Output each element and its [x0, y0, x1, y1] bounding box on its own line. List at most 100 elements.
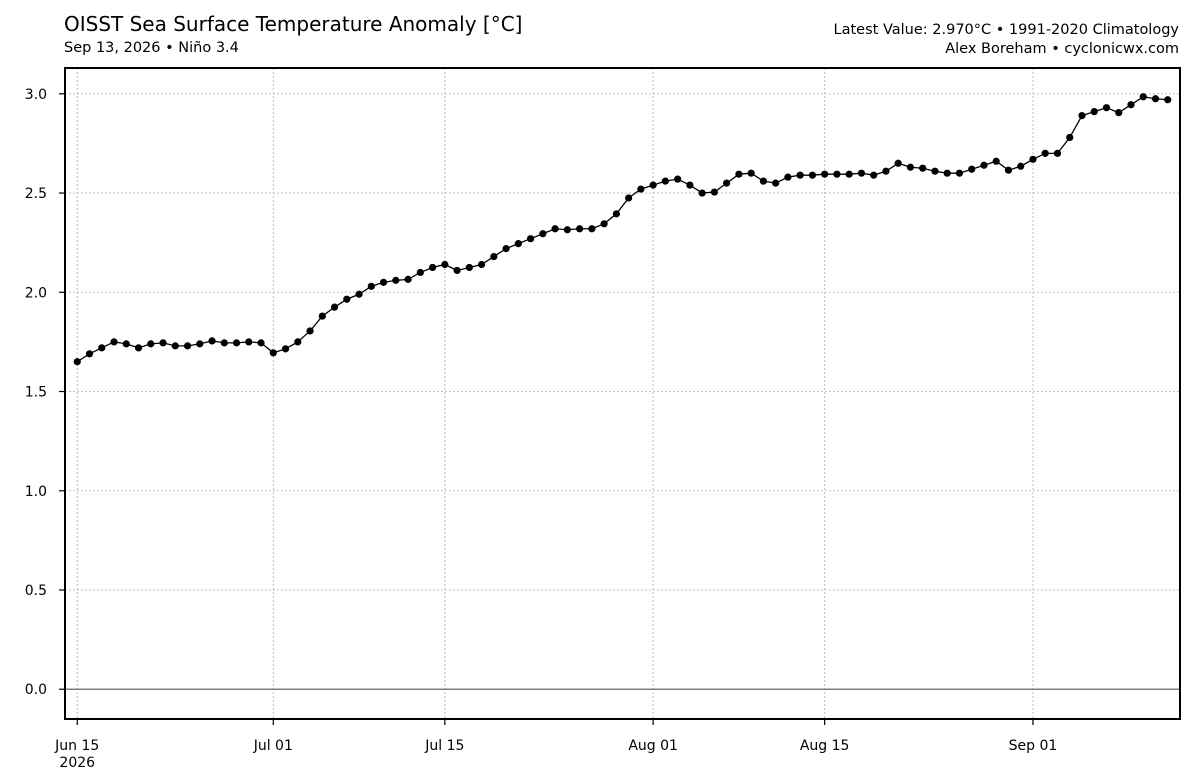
data-point [563, 226, 571, 234]
data-point [968, 165, 976, 173]
data-point [1066, 133, 1074, 142]
data-point [796, 171, 804, 179]
data-point [551, 225, 559, 233]
data-point [404, 275, 412, 283]
y-tick-label: 1.0 [25, 484, 47, 500]
data-point [612, 210, 620, 218]
data-point [1053, 149, 1062, 157]
data-point [416, 268, 424, 277]
data-point [502, 245, 510, 253]
data-point [1139, 93, 1147, 101]
data-point [735, 170, 743, 178]
data-point [527, 235, 535, 243]
data-point [625, 194, 633, 202]
data-point [281, 345, 290, 353]
data-point [845, 170, 853, 178]
data-point [269, 349, 277, 357]
data-point [1090, 108, 1098, 116]
data-point [980, 161, 988, 169]
chart-title: OISST Sea Surface Temperature Anomaly [°… [64, 12, 523, 36]
data-point [122, 340, 130, 348]
x-tick-label: Aug 01 [628, 738, 678, 754]
data-point [747, 169, 755, 177]
data-point [355, 290, 363, 298]
data-point [894, 159, 902, 167]
data-point [698, 189, 706, 197]
y-tick-label: 1.5 [25, 385, 47, 401]
plot-frame [64, 67, 1181, 720]
data-point [1004, 166, 1013, 174]
data-point [318, 312, 326, 320]
y-tick-label: 0.0 [25, 682, 47, 698]
grid-lines [65, 68, 1180, 719]
y-tick-label: 3.0 [25, 87, 47, 103]
data-point [477, 260, 486, 269]
data-point [723, 179, 731, 187]
data-point [159, 339, 167, 347]
data-point [1017, 162, 1025, 170]
data-point [992, 157, 1000, 165]
data-point [367, 282, 375, 290]
data-point [514, 240, 522, 248]
data-point [576, 225, 584, 233]
series-line [76, 96, 1168, 363]
data-point [441, 260, 449, 269]
plot-series [73, 93, 1172, 366]
data-point [171, 342, 179, 350]
data-point [257, 339, 265, 347]
data-point [196, 340, 204, 348]
data-point [1151, 95, 1160, 103]
data-point [343, 295, 351, 303]
data-point [710, 188, 719, 196]
data-point [183, 342, 192, 350]
data-point [955, 169, 964, 177]
data-point [686, 181, 694, 189]
data-point [661, 177, 669, 185]
data-point [245, 338, 253, 346]
data-point [919, 164, 927, 172]
data-point [821, 170, 829, 178]
y-tick-label: 0.5 [25, 583, 47, 599]
x-tick-sublabel: 2026 [59, 755, 95, 771]
data-point [208, 337, 216, 345]
data-point [1078, 112, 1086, 120]
data-point [490, 252, 498, 261]
data-point [453, 266, 461, 275]
latest-value-info: Latest Value: 2.970°C • 1991-2020 Climat… [833, 22, 1179, 38]
data-point [808, 171, 817, 179]
x-tick-label: Jul 01 [253, 738, 293, 754]
x-tick-label: Jul 15 [424, 738, 464, 754]
data-point [772, 179, 780, 187]
data-point [330, 303, 339, 311]
data-point [1127, 101, 1135, 109]
data-point [649, 181, 657, 189]
author-credit: Alex Boreham • cyclonicwx.com [945, 41, 1179, 57]
x-tick-label: Aug 15 [800, 738, 850, 754]
data-point [465, 263, 473, 272]
data-point [85, 350, 94, 358]
data-point [98, 344, 106, 352]
data-point [833, 170, 841, 178]
data-point [1115, 109, 1123, 117]
data-point [784, 173, 792, 181]
data-point [674, 175, 682, 183]
data-point [906, 163, 915, 171]
data-point [220, 339, 228, 347]
chart-subtitle: Sep 13, 2026 • Niño 3.4 [64, 40, 239, 56]
data-point [1164, 96, 1172, 104]
data-point [73, 358, 81, 366]
data-point [110, 338, 118, 346]
data-point [870, 171, 878, 179]
data-point [588, 225, 596, 233]
data-point [1041, 149, 1049, 157]
data-point [943, 169, 951, 177]
data-point [306, 327, 314, 335]
data-point [882, 167, 890, 175]
data-point [428, 263, 437, 272]
data-point [931, 167, 939, 175]
data-point [134, 344, 143, 352]
y-tick-label: 2.0 [25, 285, 47, 301]
data-point [294, 338, 302, 346]
